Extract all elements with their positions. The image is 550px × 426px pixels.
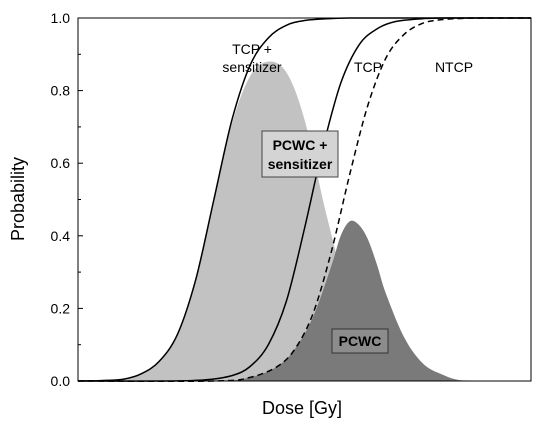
y-tick-label: 0.8 bbox=[51, 83, 71, 99]
label-pcwc: PCWC bbox=[339, 333, 382, 349]
pcwc-area bbox=[78, 220, 531, 382]
y-tick-label: 1.0 bbox=[51, 10, 71, 26]
label-ntcp: NTCP bbox=[435, 59, 473, 75]
y-tick-label: 0.6 bbox=[51, 155, 71, 171]
label-pcwc-sensitizer-line2: sensitizer bbox=[268, 156, 333, 172]
pcwc-sensitizer-area bbox=[78, 61, 531, 382]
label-tcp: TCP bbox=[354, 59, 382, 75]
y-axis-title: Probability bbox=[8, 157, 28, 241]
label-tcp-sensitizer-line2: sensitizer bbox=[222, 59, 281, 75]
ntcp-curve bbox=[77, 17, 532, 383]
y-tick-label: 0.2 bbox=[51, 300, 71, 316]
x-axis-title: Dose [Gy] bbox=[262, 398, 342, 418]
label-tcp-sensitizer-line1: TCP + bbox=[232, 41, 272, 57]
y-axis-ticks: 0.0 0.2 0.4 0.6 0.8 1.0 bbox=[51, 10, 83, 389]
pcwc-sensitizer-label-box bbox=[261, 130, 339, 178]
y-tick-label: 0.0 bbox=[51, 373, 71, 389]
areas-layer bbox=[78, 61, 531, 382]
label-pcwc-sensitizer-line1: PCWC + bbox=[273, 137, 328, 153]
y-tick-label: 0.4 bbox=[51, 228, 71, 244]
pcwc-label-box bbox=[331, 328, 389, 354]
